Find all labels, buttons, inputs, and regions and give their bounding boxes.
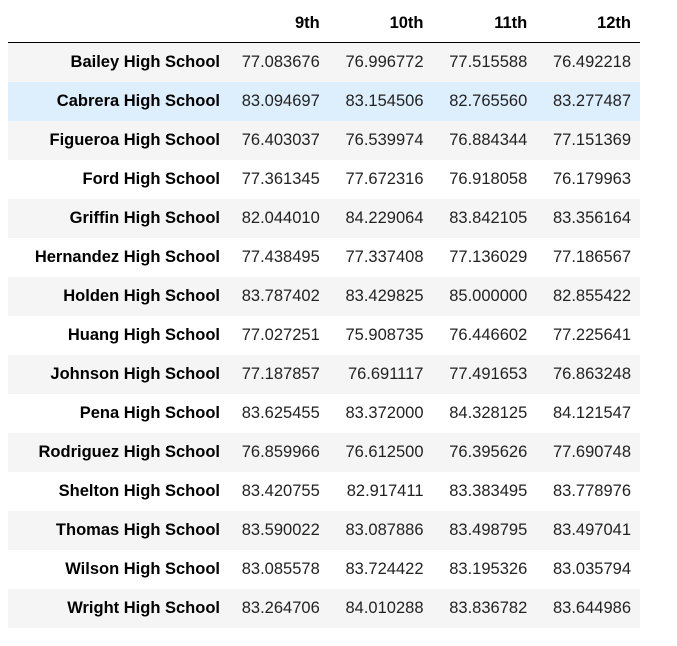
cell-12th: 77.225641 xyxy=(553,325,631,344)
cell-10th: 84.229064 xyxy=(345,208,424,227)
cell-12th: 83.035794 xyxy=(553,559,631,578)
cell-10th: 76.691117 xyxy=(347,364,424,383)
cell-11th: 76.446602 xyxy=(449,325,528,344)
cell-10th: 82.917411 xyxy=(346,481,424,500)
school-name: Johnson High School xyxy=(50,364,220,383)
table-row: Griffin High School 82.044010 84.229064 83.… xyxy=(8,198,640,238)
cell-12th: 83.644986 xyxy=(553,598,631,617)
cell-12th: 82.855422 xyxy=(553,286,631,305)
cell-9th: 83.787402 xyxy=(241,286,320,305)
school-name: Pena High School xyxy=(79,403,220,422)
table-row: Figueroa High School 76.403037 76.539974 76… xyxy=(8,120,640,160)
table-row: Johnson High School 77.187857 76.691117 77.… xyxy=(8,354,640,394)
cell-11th: 83.195326 xyxy=(449,559,528,578)
cell-9th: 76.403037 xyxy=(241,130,320,149)
cell-12th: 77.186567 xyxy=(553,247,631,266)
school-name: Cabrera High School xyxy=(56,91,220,110)
cell-10th: 83.372000 xyxy=(345,403,424,422)
cell-11th: 84.328125 xyxy=(449,403,528,422)
dataframe-output: 9th 10th 11th 12th Bailey High School 77.… xyxy=(8,4,640,628)
table-row: Cabrera High School 83.094697 83.154506 82.… xyxy=(8,81,640,121)
cell-10th: 75.908735 xyxy=(345,325,424,344)
cell-10th: 83.429825 xyxy=(345,286,424,305)
table-row: Holden High School 83.787402 83.429825 85.0… xyxy=(8,276,640,316)
header-11th: 11th xyxy=(432,4,537,43)
school-name: Ford High School xyxy=(82,169,221,188)
cell-10th: 83.724422 xyxy=(345,559,424,578)
cell-11th: 76.884344 xyxy=(449,130,528,149)
cell-12th: 83.497041 xyxy=(553,520,631,539)
table-row: Wright High School 83.264706 84.010288 83.8… xyxy=(8,588,640,628)
table-row: Rodriguez High School 76.859966 76.612500 7… xyxy=(8,432,640,472)
school-name: Rodriguez High School xyxy=(38,442,221,461)
cell-9th: 77.187857 xyxy=(241,364,320,383)
cell-9th: 77.027251 xyxy=(241,325,320,344)
cell-9th: 77.083676 xyxy=(241,52,320,71)
cell-11th: 77.515588 xyxy=(449,52,528,71)
cell-9th: 77.438495 xyxy=(241,247,320,266)
school-name: Wilson High School xyxy=(65,559,220,578)
header-index xyxy=(8,4,225,43)
table-row: Ford High School 77.361345 77.672316 76.918… xyxy=(8,159,640,199)
table-body: Bailey High School 77.083676 76.996772 77.5… xyxy=(8,42,640,628)
cell-11th: 83.836782 xyxy=(449,598,528,617)
cell-12th: 77.151369 xyxy=(553,130,631,149)
cell-9th: 82.044010 xyxy=(241,208,320,227)
school-name: Shelton High School xyxy=(58,481,220,500)
cell-11th: 83.383495 xyxy=(449,481,528,500)
grade-scores-table: 9th 10th 11th 12th Bailey High School 77.… xyxy=(8,4,640,628)
school-name: Hernandez High School xyxy=(34,247,220,266)
cell-9th: 83.094697 xyxy=(241,91,320,110)
cell-10th: 84.010288 xyxy=(345,598,424,617)
header-row: 9th 10th 11th 12th xyxy=(8,4,640,43)
cell-10th: 76.539974 xyxy=(345,130,424,149)
cell-11th: 83.498795 xyxy=(449,520,528,539)
cell-9th: 83.264706 xyxy=(241,598,320,617)
school-name: Huang High School xyxy=(67,325,220,344)
header-12th: 12th xyxy=(536,4,640,43)
cell-10th: 83.087886 xyxy=(345,520,424,539)
cell-10th: 77.672316 xyxy=(345,169,424,188)
school-name: Figueroa High School xyxy=(49,130,220,149)
cell-11th: 77.491653 xyxy=(449,364,528,383)
table-row: Thomas High School 83.590022 83.087886 83.4… xyxy=(8,510,640,550)
school-name: Thomas High School xyxy=(55,520,220,539)
cell-10th: 77.337408 xyxy=(345,247,424,266)
header-10th: 10th xyxy=(328,4,433,43)
cell-11th: 76.395626 xyxy=(449,442,528,461)
header-9th: 9th xyxy=(225,4,329,43)
cell-9th: 83.085578 xyxy=(241,559,320,578)
cell-12th: 84.121547 xyxy=(553,403,631,422)
table-row: Huang High School 77.027251 75.908735 76.44… xyxy=(8,315,640,355)
cell-11th: 83.842105 xyxy=(449,208,528,227)
cell-12th: 76.179963 xyxy=(553,169,631,188)
table-row: Hernandez High School 77.438495 77.337408 7… xyxy=(8,237,640,277)
cell-11th: 77.136029 xyxy=(449,247,528,266)
table-row: Shelton High School 83.420755 82.917411 83.… xyxy=(8,471,640,511)
cell-12th: 77.690748 xyxy=(553,442,631,461)
cell-12th: 76.492218 xyxy=(553,52,631,71)
cell-9th: 83.590022 xyxy=(241,520,320,539)
cell-10th: 83.154506 xyxy=(345,91,424,110)
cell-12th: 83.356164 xyxy=(553,208,631,227)
table-row: Wilson High School 83.085578 83.724422 83.1… xyxy=(8,549,640,589)
cell-9th: 76.859966 xyxy=(241,442,320,461)
cell-12th: 83.277487 xyxy=(553,91,631,110)
cell-9th: 83.420755 xyxy=(241,481,320,500)
cell-11th: 85.000000 xyxy=(449,286,528,305)
table-row: Bailey High School 77.083676 76.996772 77.5… xyxy=(8,42,640,82)
cell-10th: 76.996772 xyxy=(345,52,424,71)
cell-12th: 83.778976 xyxy=(553,481,631,500)
table-row: Pena High School 83.625455 83.372000 84.328… xyxy=(8,393,640,433)
school-name: Holden High School xyxy=(63,286,220,305)
cell-11th: 82.765560 xyxy=(449,91,528,110)
cell-11th: 76.918058 xyxy=(449,169,528,188)
cell-9th: 77.361345 xyxy=(241,169,320,188)
cell-12th: 76.863248 xyxy=(553,364,631,383)
school-name: Wright High School xyxy=(67,598,220,617)
cell-10th: 76.612500 xyxy=(345,442,424,461)
cell-9th: 83.625455 xyxy=(241,403,320,422)
school-name: Griffin High School xyxy=(69,208,220,227)
school-name: Bailey High School xyxy=(70,52,220,71)
